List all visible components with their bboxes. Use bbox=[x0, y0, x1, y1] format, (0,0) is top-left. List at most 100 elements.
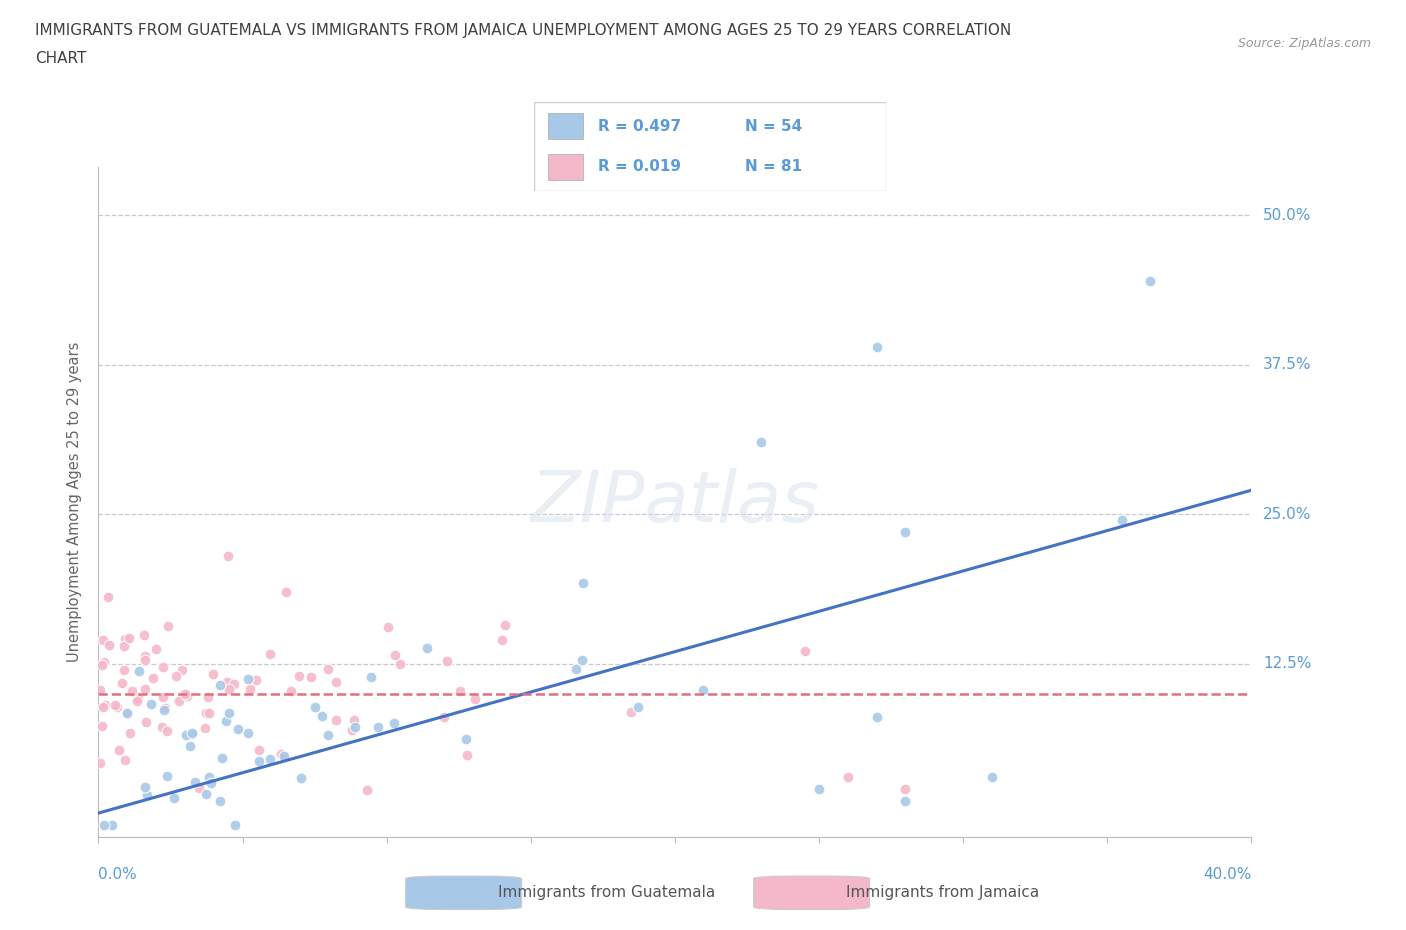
Point bbox=[112, 662, 135, 677]
Point bbox=[153, 700, 176, 715]
Text: 50.0%: 50.0% bbox=[1263, 207, 1312, 222]
Point bbox=[981, 770, 1004, 785]
Point bbox=[259, 752, 281, 767]
Point bbox=[152, 659, 174, 674]
Point bbox=[360, 670, 382, 684]
Point bbox=[456, 747, 478, 762]
Point bbox=[565, 661, 588, 676]
Text: 40.0%: 40.0% bbox=[1204, 867, 1251, 882]
Point bbox=[197, 689, 219, 704]
Point bbox=[837, 770, 859, 785]
Point bbox=[117, 707, 139, 722]
Point bbox=[135, 714, 157, 729]
Point bbox=[93, 817, 115, 832]
Point bbox=[217, 549, 239, 564]
Point bbox=[620, 704, 643, 719]
Point bbox=[280, 684, 302, 698]
Point bbox=[108, 743, 131, 758]
Point bbox=[316, 662, 339, 677]
Point bbox=[173, 686, 195, 701]
Point bbox=[866, 339, 889, 354]
Point bbox=[1139, 273, 1161, 288]
Point bbox=[245, 672, 267, 687]
Point bbox=[894, 793, 917, 808]
Text: Source: ZipAtlas.com: Source: ZipAtlas.com bbox=[1237, 37, 1371, 50]
Point bbox=[218, 705, 240, 720]
Point bbox=[93, 655, 115, 670]
Point bbox=[104, 698, 127, 712]
Point bbox=[433, 709, 456, 724]
Point bbox=[142, 671, 165, 685]
Point bbox=[90, 658, 112, 672]
Point bbox=[325, 674, 347, 689]
Point bbox=[128, 663, 150, 678]
FancyBboxPatch shape bbox=[405, 876, 522, 910]
FancyBboxPatch shape bbox=[754, 876, 869, 910]
Point bbox=[384, 648, 406, 663]
Point bbox=[198, 770, 221, 785]
Point bbox=[127, 690, 149, 705]
Point bbox=[180, 725, 202, 740]
Point bbox=[311, 709, 333, 724]
Point bbox=[894, 782, 917, 797]
Point bbox=[491, 632, 513, 647]
Point bbox=[247, 743, 270, 758]
Point bbox=[290, 771, 312, 786]
Point bbox=[176, 688, 198, 703]
Point bbox=[343, 713, 366, 728]
Point bbox=[125, 694, 148, 709]
Point bbox=[134, 682, 156, 697]
Bar bbox=[548, 113, 583, 140]
Point bbox=[172, 662, 194, 677]
Point bbox=[167, 694, 190, 709]
Point bbox=[98, 638, 121, 653]
Point bbox=[239, 682, 262, 697]
Point bbox=[121, 684, 143, 698]
Text: N = 54: N = 54 bbox=[745, 119, 803, 134]
Point bbox=[94, 698, 117, 712]
Point bbox=[343, 720, 366, 735]
Point bbox=[114, 753, 136, 768]
Bar bbox=[548, 153, 583, 180]
Point bbox=[156, 724, 179, 738]
Point bbox=[194, 786, 217, 801]
Point bbox=[382, 715, 405, 730]
Point bbox=[215, 674, 238, 689]
Point bbox=[377, 619, 399, 634]
Point bbox=[152, 689, 174, 704]
Point bbox=[101, 817, 124, 832]
Point bbox=[184, 775, 207, 790]
Point bbox=[187, 780, 209, 795]
Point bbox=[807, 782, 830, 797]
Point bbox=[692, 683, 714, 698]
Point bbox=[89, 756, 111, 771]
Text: IMMIGRANTS FROM GUATEMALA VS IMMIGRANTS FROM JAMAICA UNEMPLOYMENT AMONG AGES 25 : IMMIGRANTS FROM GUATEMALA VS IMMIGRANTS … bbox=[35, 23, 1011, 38]
Text: Immigrants from Jamaica: Immigrants from Jamaica bbox=[846, 885, 1039, 900]
Point bbox=[218, 682, 240, 697]
Text: CHART: CHART bbox=[35, 51, 87, 66]
Point bbox=[325, 713, 347, 728]
Y-axis label: Unemployment Among Ages 25 to 29 years: Unemployment Among Ages 25 to 29 years bbox=[67, 342, 83, 662]
Point bbox=[274, 584, 297, 599]
Text: 25.0%: 25.0% bbox=[1263, 507, 1312, 522]
Point bbox=[793, 644, 815, 658]
Point bbox=[179, 738, 201, 753]
Point bbox=[236, 725, 259, 740]
Point bbox=[209, 677, 232, 692]
Point bbox=[114, 632, 136, 647]
Point bbox=[572, 576, 595, 591]
Point bbox=[247, 754, 270, 769]
Point bbox=[120, 725, 142, 740]
Point bbox=[299, 670, 322, 684]
Point bbox=[163, 790, 186, 805]
Point bbox=[135, 788, 157, 803]
Point bbox=[866, 710, 889, 724]
Point bbox=[236, 671, 259, 686]
Point bbox=[105, 699, 128, 714]
Point bbox=[627, 700, 650, 715]
Point bbox=[156, 618, 179, 633]
Point bbox=[208, 793, 231, 808]
Point bbox=[134, 652, 156, 667]
Point bbox=[495, 618, 517, 632]
Point bbox=[214, 714, 236, 729]
